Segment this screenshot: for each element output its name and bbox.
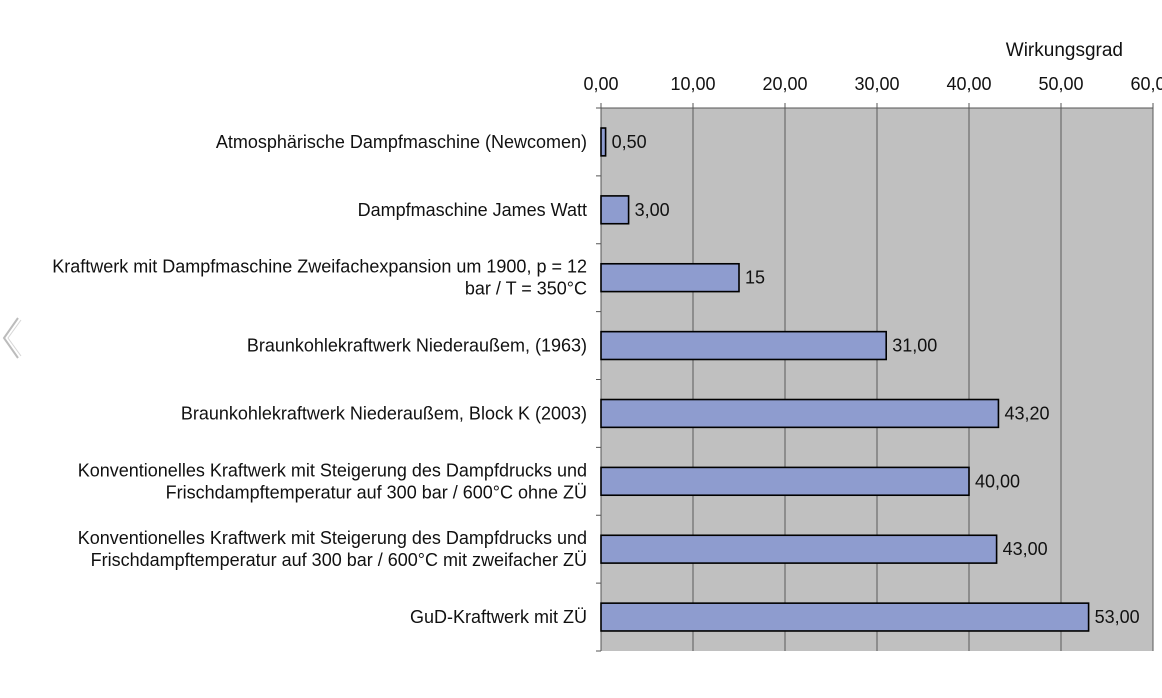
category-labels: Atmosphärische Dampfmaschine (Newcomen) D… [52,132,587,627]
category-label: Atmosphärische Dampfmaschine (Newcomen) [216,132,587,152]
bar [600,127,607,157]
category-label: Kraftwerk mit Dampfmaschine Zweifachexpa… [52,257,587,277]
data-label: 31,00 [892,336,937,356]
x-tick-label: 10,00 [670,74,715,94]
category-label: Frischdampftemperatur auf 300 bar / 600°… [91,550,587,570]
bar [600,330,888,361]
data-label: 53,00 [1095,607,1140,627]
x-tick-label: 20,00 [762,74,807,94]
category-label: Dampfmaschine James Watt [358,200,587,220]
bar [600,466,970,497]
category-label: Konventionelles Kraftwerk mit Steigerung… [78,460,587,480]
bar [600,534,998,564]
grid-lines [692,108,1154,651]
bars: 0,50 3,00 15 31,00 43,20 40,00 43,00 53,00 [600,127,1140,632]
category-label: GuD-Kraftwerk mit ZÜ [410,607,587,627]
bar [600,195,630,225]
bar [600,262,740,293]
x-axis-title: Wirkungsgrad [1006,40,1123,61]
x-tick-label: 0,00 [583,74,618,94]
category-label: Braunkohlekraftwerk Niederaußem, Block K… [181,403,587,423]
data-label: 40,00 [975,471,1020,491]
data-label: 3,00 [635,200,670,220]
x-tick-label: 40,00 [946,74,991,94]
chevron-left-icon [2,317,22,359]
category-label: Frischdampftemperatur auf 300 bar / 600°… [166,482,587,502]
bar [600,602,1090,632]
data-label: 15 [745,268,765,288]
data-label: 0,50 [612,132,647,152]
bar [600,398,1000,429]
data-label: 43,20 [1004,403,1049,423]
category-label: Konventionelles Kraftwerk mit Steigerung… [78,528,587,548]
category-label: bar / T = 350°C [465,279,587,299]
x-tick-label: 30,00 [854,74,899,94]
data-label: 43,00 [1003,539,1048,559]
previous-button[interactable] [0,310,24,366]
x-tick-label: 60,00 [1130,74,1162,94]
category-label: Braunkohlekraftwerk Niederaußem, (1963) [247,336,587,356]
x-tick-label: 50,00 [1038,74,1083,94]
